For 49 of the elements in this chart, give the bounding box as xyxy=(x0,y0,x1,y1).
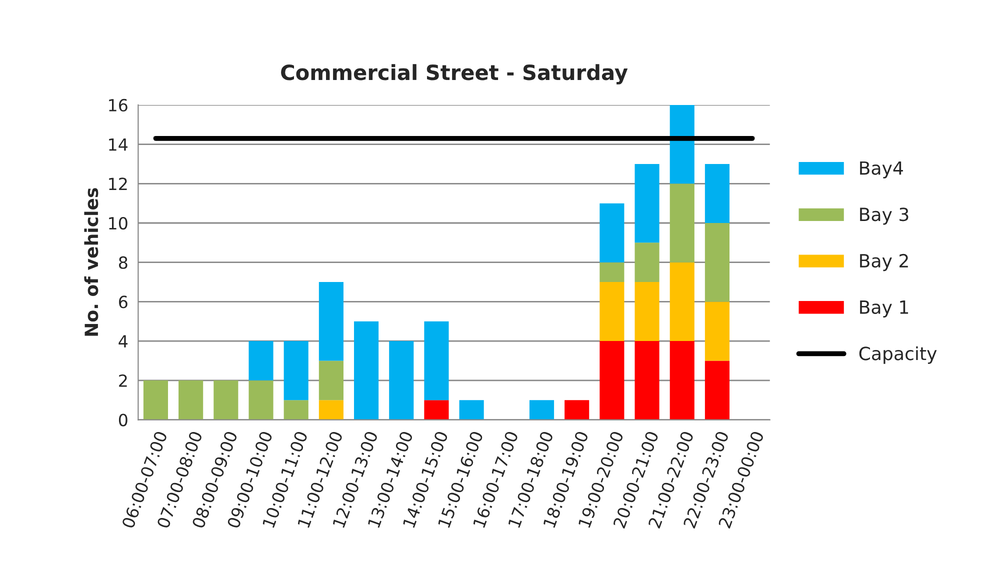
y-tick-label: 0 xyxy=(118,414,128,426)
bar xyxy=(704,222,730,302)
y-tick-label: 14 xyxy=(109,138,128,151)
bar xyxy=(178,380,204,420)
y-tick-label: 10 xyxy=(109,216,128,230)
bar xyxy=(318,360,344,400)
bar xyxy=(670,262,694,342)
bar xyxy=(634,164,660,243)
bar xyxy=(704,164,730,223)
bar xyxy=(634,341,660,420)
bar xyxy=(670,184,694,262)
bar xyxy=(600,341,624,420)
bar xyxy=(354,321,379,420)
bar xyxy=(634,282,660,342)
chart-title: Commercial Street - Saturday xyxy=(281,64,628,84)
bar xyxy=(670,104,694,184)
bar xyxy=(389,341,414,420)
legend-label: Capacity xyxy=(859,346,937,364)
y-tick-label: 8 xyxy=(118,256,128,269)
y-tick-label: 2 xyxy=(119,374,127,387)
legend-label: Bay 3 xyxy=(860,208,908,225)
y-tick-label: 6 xyxy=(119,296,128,308)
legend-label: Bay 2 xyxy=(860,254,908,272)
bar xyxy=(564,400,590,420)
bar xyxy=(529,400,554,420)
bar xyxy=(424,400,449,420)
bar xyxy=(318,282,344,361)
bar xyxy=(459,400,484,420)
bar xyxy=(214,380,238,420)
y-tick-label: 16 xyxy=(109,98,128,112)
legend-label: Bay 1 xyxy=(860,300,908,318)
bar xyxy=(318,400,344,420)
bar xyxy=(634,242,660,282)
bar xyxy=(284,400,308,420)
bar xyxy=(670,341,694,420)
bar xyxy=(424,321,449,400)
bar xyxy=(704,302,730,361)
bar xyxy=(600,282,624,342)
legend-label: Bay4 xyxy=(860,161,903,178)
bar xyxy=(284,341,308,400)
bar xyxy=(248,380,274,420)
y-axis-title: No. of vehicles xyxy=(84,188,98,336)
bar xyxy=(704,360,730,420)
y-tick-label: 12 xyxy=(109,178,127,190)
bar xyxy=(600,203,624,262)
bar xyxy=(600,262,624,282)
bar xyxy=(248,341,274,380)
bar xyxy=(143,380,168,420)
y-tick-label: 4 xyxy=(118,335,128,348)
